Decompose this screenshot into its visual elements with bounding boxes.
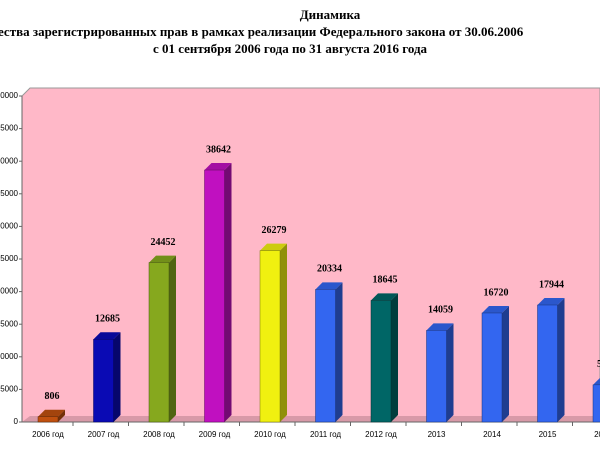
bar: [259, 250, 281, 423]
bar-top: [204, 163, 232, 171]
chart-title: Динамика: [300, 7, 361, 22]
y-tick-label: 0: [14, 417, 19, 426]
bar: [148, 262, 170, 423]
x-tick-label: 2008 год: [143, 430, 175, 439]
value-label: 18645: [373, 275, 398, 286]
bar-side: [169, 255, 176, 422]
bar-top: [38, 409, 65, 417]
bar: [592, 384, 600, 423]
bar-top: [315, 282, 343, 290]
x-tick-label: 2016: [594, 430, 600, 439]
y-tick-label: 5000: [0, 385, 18, 394]
x-tick-label: 2013: [428, 430, 446, 439]
bar-top: [149, 255, 176, 263]
y-tick-label: 35000: [0, 189, 19, 198]
x-tick-label: 2009 год: [199, 430, 231, 439]
bar: [204, 169, 225, 423]
bar: [37, 416, 59, 423]
chart-subtitle: с 01 сентября 2006 года по 31 августа 20…: [153, 41, 428, 56]
x-tick-label: 2014: [483, 430, 501, 439]
bar-side: [224, 163, 232, 423]
y-tick-label: 10000: [0, 352, 19, 361]
x-tick-label: 2015: [539, 430, 557, 439]
bar: [315, 289, 336, 423]
bar-top: [260, 243, 287, 251]
y-tick-label: 40000: [0, 156, 19, 165]
bar-side: [502, 305, 509, 422]
value-label: 5700: [597, 359, 600, 370]
value-label: 24452: [151, 237, 176, 248]
value-label: 12685: [95, 314, 120, 325]
x-tick-label: 2007 год: [88, 430, 120, 439]
x-tick-label: 2010 год: [254, 430, 286, 439]
x-tick-label: 2012 год: [365, 430, 397, 439]
bar: [426, 330, 447, 423]
bar-side: [58, 409, 65, 422]
value-label: 14059: [428, 305, 453, 316]
x-tick-label: 2006 год: [32, 430, 64, 439]
bar: [370, 300, 392, 423]
x-tick-label: 2011 год: [310, 430, 341, 439]
bar-side: [557, 298, 565, 422]
bar-top: [426, 323, 454, 331]
bar-top: [593, 377, 600, 385]
bar: [93, 339, 114, 423]
y-tick-label: 30000: [0, 222, 19, 231]
y-tick-label: 45000: [0, 124, 19, 133]
bar-top: [537, 298, 565, 306]
value-label: 17944: [539, 279, 564, 290]
value-label: 38642: [206, 144, 231, 155]
y-tick-label: 15000: [0, 319, 19, 328]
bar-side: [391, 293, 398, 422]
bar-side: [335, 282, 343, 422]
chart-subtitle: ества зарегистрированных прав в рамках р…: [0, 24, 524, 39]
bar-side: [446, 323, 454, 422]
bar: [537, 304, 558, 423]
value-label: 26279: [262, 225, 287, 236]
value-label: 806: [45, 391, 60, 402]
y-tick-label: 25000: [0, 254, 19, 263]
bar-side: [280, 243, 287, 422]
value-label: 20334: [317, 264, 342, 275]
bar-top: [93, 332, 121, 340]
bar: [481, 312, 503, 423]
bar-side: [113, 332, 121, 422]
value-label: 16720: [484, 287, 509, 298]
bar-top: [482, 305, 509, 313]
y-tick-label: 20000: [0, 287, 19, 296]
bar-top: [371, 293, 398, 301]
